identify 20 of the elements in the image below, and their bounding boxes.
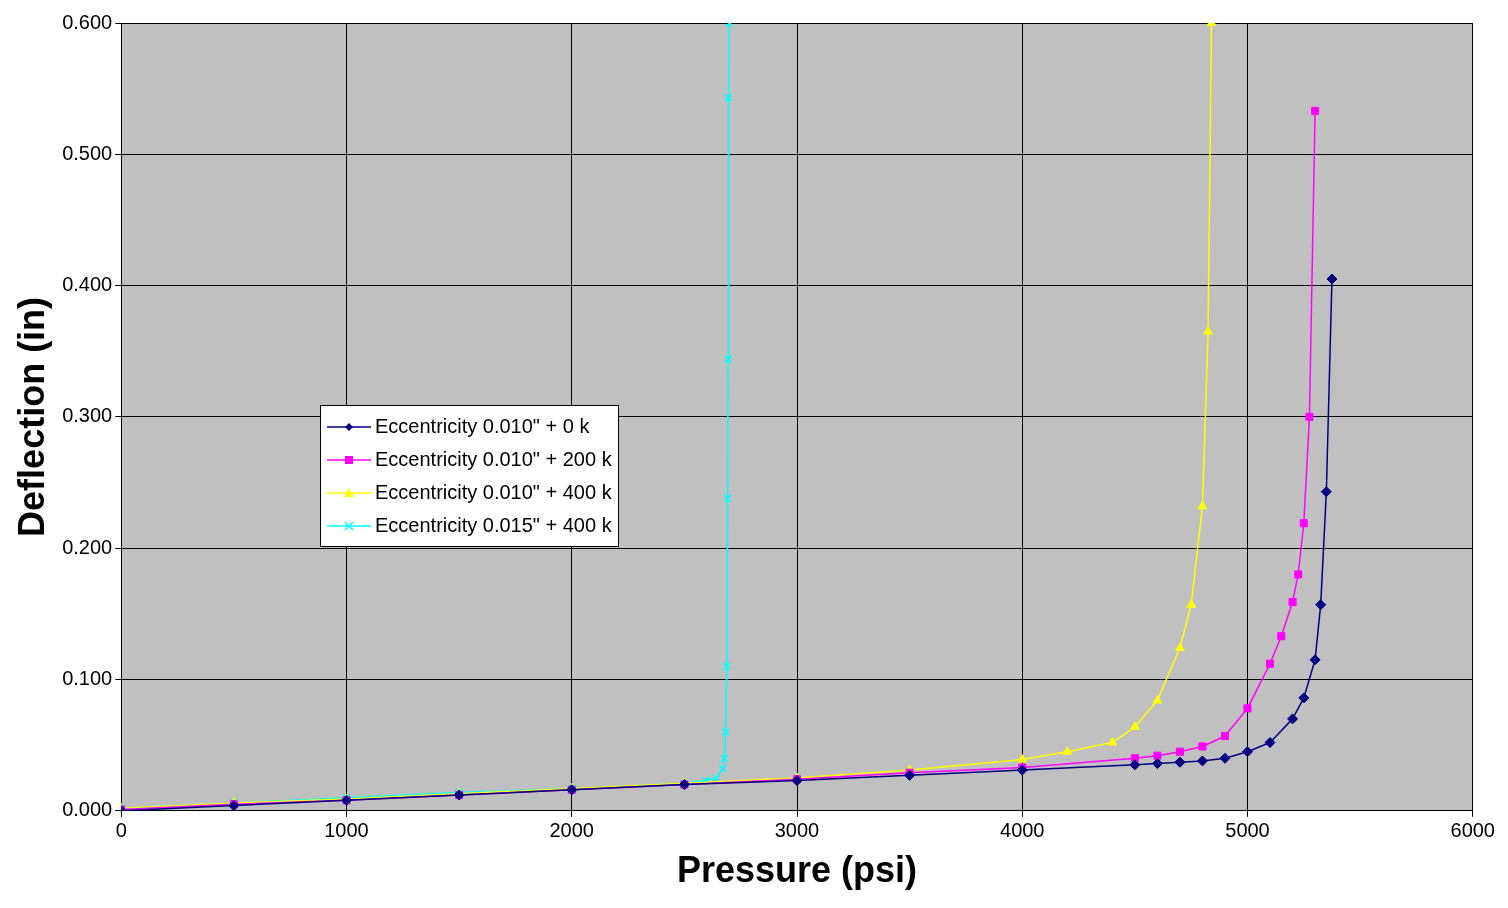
- y-tick-label: 0.000: [62, 798, 113, 821]
- x-tick-label: 0: [115, 819, 127, 842]
- y-tick-label: 0.200: [62, 535, 113, 558]
- y-tick-label: 0.400: [62, 273, 113, 296]
- x-tick-label: 4000: [1000, 819, 1045, 842]
- y-tick-label: 0.500: [62, 141, 113, 164]
- legend-label: Eccentricity 0.010" + 0 k: [375, 414, 590, 439]
- legend-label: Eccentricity 0.010" + 200 k: [375, 447, 612, 472]
- x-tick-label: 5000: [1225, 819, 1270, 842]
- y-tick-label: 0.100: [62, 667, 113, 690]
- y-tick-label: 0.300: [62, 404, 113, 427]
- x-tick-label: 1000: [324, 819, 369, 842]
- x-tick-label: 2000: [549, 819, 594, 842]
- y-tick-label: 0.600: [62, 10, 113, 33]
- legend-label: Eccentricity 0.010" + 400 k: [375, 480, 612, 505]
- y-axis-title: Deflection (in): [10, 296, 52, 537]
- x-tick-label: 6000: [1450, 819, 1495, 842]
- x-tick-label: 3000: [774, 819, 820, 842]
- x-axis-title: Pressure (psi): [676, 849, 918, 891]
- legend-label: Eccentricity 0.015" + 400 k: [375, 513, 612, 538]
